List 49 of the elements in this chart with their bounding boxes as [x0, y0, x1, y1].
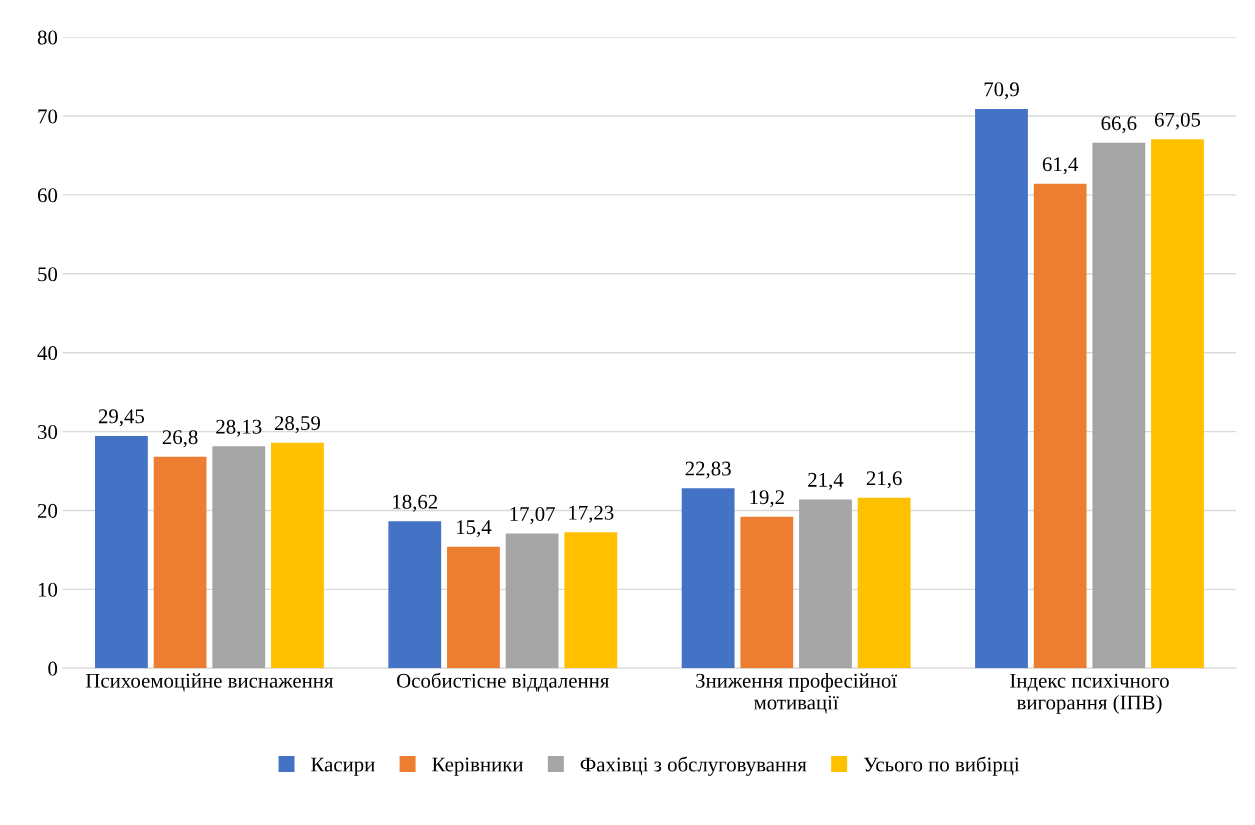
bar	[564, 532, 618, 669]
data-label: 17,07	[510, 506, 555, 525]
y-tick-label: 30	[38, 424, 58, 440]
data-label: 17,23	[569, 505, 614, 523]
y-tick-label: 50	[38, 267, 58, 282]
bar	[681, 488, 735, 669]
data-label: 67,05	[1154, 112, 1201, 130]
bar	[447, 546, 500, 669]
data-label: 29,45	[98, 409, 145, 427]
bar	[271, 442, 324, 669]
data-label: 61,4	[1042, 157, 1079, 175]
x-tick-label: Психоемоційне виснаження	[85, 673, 334, 692]
data-label: 70,9	[984, 82, 1019, 100]
data-label: 26,8	[162, 430, 198, 448]
y-tick-label: 10	[38, 582, 58, 597]
legend-label: Керівники	[432, 757, 524, 776]
x-tick-label: Індекс психічного вигорання (ІПВ)	[1010, 673, 1169, 714]
y-tick-label: 0	[48, 661, 58, 676]
data-label: 18,62	[393, 494, 438, 512]
bar	[975, 108, 1028, 669]
bar	[1092, 142, 1146, 669]
bar	[505, 533, 559, 669]
bar	[799, 499, 852, 669]
legend-label: Касири	[311, 757, 375, 776]
data-label: 28,13	[216, 419, 262, 437]
y-tick-label: 60	[37, 188, 58, 203]
data-label: 15,4	[457, 520, 492, 538]
bar	[740, 516, 794, 669]
data-label: 21,6	[866, 471, 902, 489]
bar	[95, 435, 148, 669]
legend-label: Усього по вибірці	[863, 756, 1020, 776]
data-label: 21,4	[808, 472, 844, 490]
bar	[212, 446, 266, 669]
y-tick-label: 20	[37, 503, 58, 518]
bar	[153, 456, 207, 669]
bar	[388, 521, 442, 669]
y-tick-label: 40	[37, 346, 58, 361]
data-label: 19,2	[750, 490, 784, 508]
bar	[1151, 139, 1204, 669]
data-label: 28,59	[274, 416, 321, 434]
legend-label: Фахівці з обслуговування	[580, 756, 807, 776]
bar	[1033, 183, 1087, 669]
y-tick-label: 70	[38, 109, 58, 124]
x-tick-label: Зниження професійної мотивації	[696, 673, 898, 714]
data-label: 22,83	[685, 461, 731, 479]
y-tick-label: 80	[37, 30, 58, 45]
bar	[857, 497, 911, 669]
data-label: 66,6	[1101, 116, 1137, 134]
x-tick-label: Особистісне віддалення	[397, 672, 610, 692]
